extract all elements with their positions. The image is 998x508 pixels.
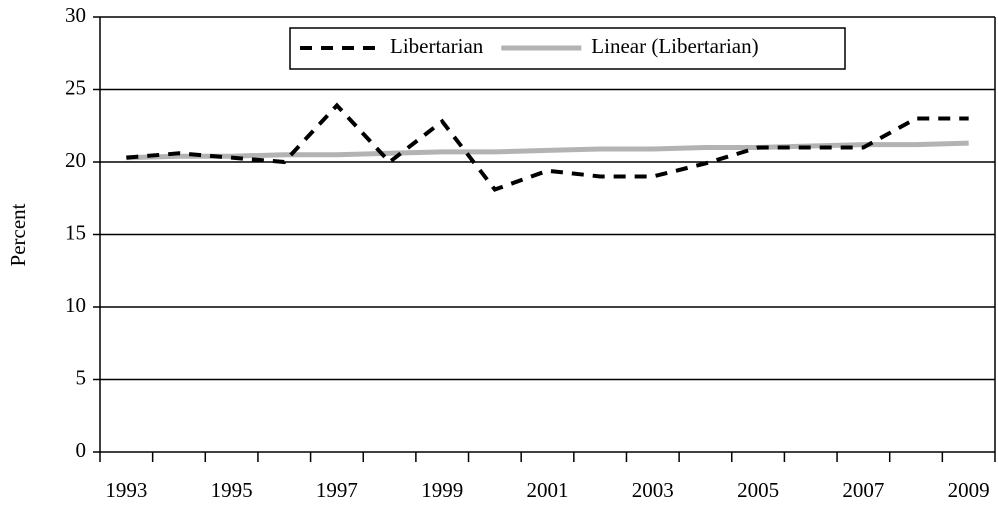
- y-tick-label: 30: [65, 3, 86, 27]
- x-tick-label: 2001: [527, 478, 569, 502]
- x-tick-label: 1999: [421, 478, 463, 502]
- x-tick-label: 2005: [737, 478, 779, 502]
- x-tick-label: 2009: [948, 478, 990, 502]
- x-tick-label: 1993: [105, 478, 147, 502]
- x-tick-label: 1997: [316, 478, 358, 502]
- y-tick-label: 20: [65, 148, 86, 172]
- x-tick-label: 1995: [211, 478, 253, 502]
- legend: Libertarian Linear (Libertarian): [289, 27, 846, 70]
- x-tick-label: 2003: [632, 478, 674, 502]
- y-tick-label: 5: [76, 365, 87, 389]
- x-tick-label: 2007: [842, 478, 884, 502]
- line-series: [126, 102, 969, 192]
- legend-label: Libertarian: [390, 34, 484, 58]
- y-tick-label: 0: [76, 438, 87, 462]
- legend-label: Linear (Libertarian): [591, 34, 758, 58]
- y-tick-label: 15: [65, 220, 86, 244]
- y-tick-label: 25: [65, 75, 86, 99]
- line-series: [126, 140, 969, 161]
- y-tick-label: 10: [65, 293, 86, 317]
- y-axis-label: Percent: [6, 203, 30, 266]
